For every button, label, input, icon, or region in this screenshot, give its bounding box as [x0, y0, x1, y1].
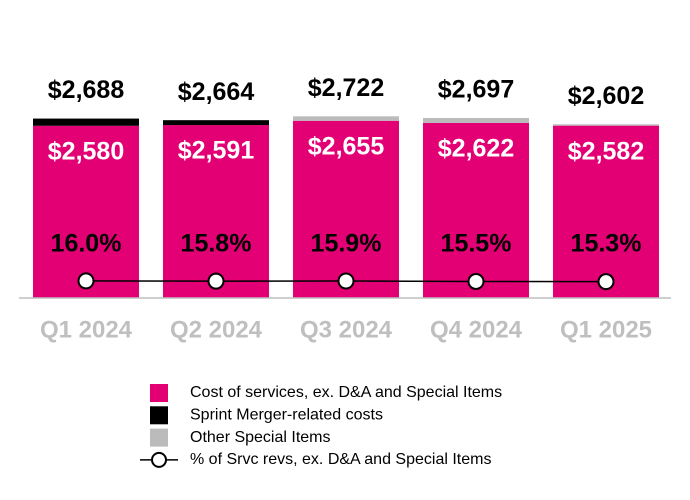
value-label: 15.8%	[181, 230, 252, 258]
total-label: $2,688	[48, 76, 125, 104]
x-tick-label: Q1 2025	[560, 316, 652, 343]
value-label: $2,622	[438, 135, 514, 163]
x-tick-label: Q1 2024	[40, 316, 133, 343]
legend-label: Cost of services, ex. D&A and Special It…	[190, 384, 502, 401]
line-point	[207, 272, 225, 290]
line-point	[77, 272, 95, 290]
line-point	[597, 273, 615, 291]
bar-segment	[423, 117, 529, 123]
total-label: $2,664	[178, 78, 255, 106]
x-tick-label: Q4 2024	[430, 316, 523, 343]
value-label: 16.0%	[51, 230, 122, 258]
legend-swatch	[150, 428, 168, 447]
value-label: $2,591	[178, 137, 255, 165]
total-label: $2,722	[308, 74, 384, 102]
x-tick-label: Q3 2024	[300, 316, 393, 343]
bar-segment	[423, 122, 529, 298]
value-label: 15.3%	[571, 230, 642, 258]
bar-segment	[33, 125, 139, 298]
line-point	[467, 272, 485, 290]
legend-label: Other Special Items	[190, 429, 331, 446]
value-label: 15.9%	[311, 230, 382, 258]
bar-segment	[293, 116, 399, 121]
bar-segment	[163, 120, 269, 126]
value-label: $2,655	[308, 132, 385, 160]
bar-segment	[553, 125, 659, 299]
value-label: $2,580	[48, 137, 124, 165]
value-label: 15.5%	[441, 230, 512, 258]
bar-segment	[33, 118, 139, 126]
total-label: $2,697	[438, 76, 514, 104]
legend-marker	[151, 451, 167, 468]
bar-segment	[553, 124, 659, 126]
legend-label: % of Srvc revs, ex. D&A and Special Item…	[190, 451, 491, 468]
x-tick-label: Q2 2024	[170, 316, 263, 343]
value-label: $2,582	[568, 137, 644, 165]
legend-swatch	[150, 384, 168, 402]
total-label: $2,602	[568, 82, 644, 110]
bar-segment	[293, 120, 399, 298]
legend-label: Sprint Merger-related costs	[190, 407, 383, 424]
legend-swatch	[150, 406, 168, 425]
line-point	[337, 272, 355, 290]
bar-segment	[163, 125, 269, 298]
